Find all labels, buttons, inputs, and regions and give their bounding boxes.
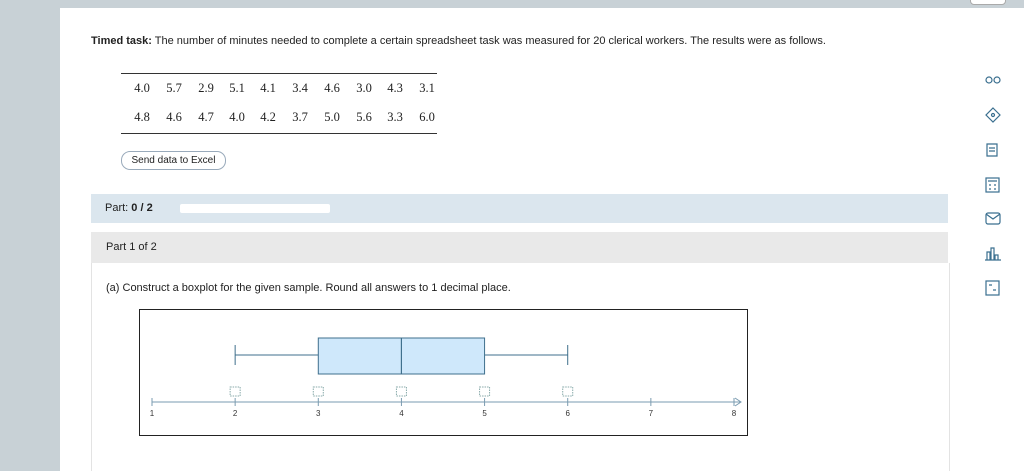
table-cell: 5.1 [229, 81, 245, 95]
glasses-icon[interactable] [985, 76, 1001, 84]
top-button[interactable] [970, 0, 1006, 5]
lower-box [317, 337, 402, 375]
table-cell: 4.8 [134, 110, 150, 124]
table-cell: 4.6 [166, 110, 182, 124]
task-label: Timed task: [91, 35, 152, 47]
table-cell: 3.3 [387, 110, 403, 124]
table-cell: 4.1 [260, 81, 276, 95]
tick-label: 8 [732, 409, 737, 418]
table-cell: 3.4 [292, 81, 308, 95]
formula-icon[interactable] [985, 280, 1000, 296]
table-cell: 5.7 [166, 81, 182, 95]
drag-handle[interactable] [395, 386, 407, 397]
drag-handle[interactable] [479, 386, 491, 397]
left-margin [0, 0, 60, 471]
table-cell: 5.6 [356, 110, 372, 124]
table-cell: 5.0 [324, 110, 340, 124]
table-bottom-rule [121, 133, 437, 134]
progress-label: Part: [105, 202, 129, 214]
question-text: (a) Construct a boxplot for the given sa… [106, 282, 511, 294]
excel-button[interactable]: Send data to Excel [121, 151, 226, 170]
upper-box [400, 337, 486, 375]
task-description: The number of minutes needed to complete… [154, 35, 826, 47]
part-label: Part 1 of 2 [106, 241, 157, 253]
top-margin [60, 0, 1024, 8]
table-cell: 4.0 [229, 110, 245, 124]
table-cell: 3.1 [419, 81, 435, 95]
table-cell: 3.0 [356, 81, 372, 95]
part-header [91, 232, 948, 263]
drag-handle[interactable] [562, 386, 574, 397]
table-cell: 4.3 [387, 81, 403, 95]
tick-label: 7 [649, 409, 654, 418]
table-cell: 4.0 [134, 81, 150, 95]
tick-label: 4 [399, 409, 404, 418]
chart-icon[interactable] [985, 247, 1001, 261]
task-text: Timed task: The number of minutes needed… [91, 35, 826, 47]
progress-value: 0 / 2 [131, 202, 153, 214]
table-top-rule [121, 73, 437, 74]
table-cell: 4.6 [324, 81, 340, 95]
tick-label: 5 [482, 409, 487, 418]
tag-icon[interactable] [985, 107, 1001, 123]
part-body [91, 263, 950, 471]
drag-handle[interactable] [312, 386, 324, 397]
table-cell: 2.9 [198, 81, 214, 95]
axis-arrow [734, 397, 742, 407]
boxplot-tool[interactable]: 1 2 3 4 5 6 7 8 [139, 309, 749, 437]
calculator-icon[interactable] [985, 177, 1000, 193]
tick-label: 3 [316, 409, 321, 418]
tick-label: 1 [150, 409, 155, 418]
notes-icon[interactable] [986, 143, 998, 157]
table-cell: 4.2 [260, 110, 276, 124]
progress-track [180, 204, 330, 213]
table-cell: 6.0 [419, 110, 435, 124]
drag-handle[interactable] [229, 386, 241, 397]
tick-label: 2 [233, 409, 238, 418]
tick-label: 6 [565, 409, 570, 418]
progress-text: Part: 0 / 2 [105, 202, 153, 214]
table-cell: 4.7 [198, 110, 214, 124]
table-cell: 3.7 [292, 110, 308, 124]
mail-icon[interactable] [985, 212, 1001, 225]
sidebar-icons [985, 76, 1001, 296]
